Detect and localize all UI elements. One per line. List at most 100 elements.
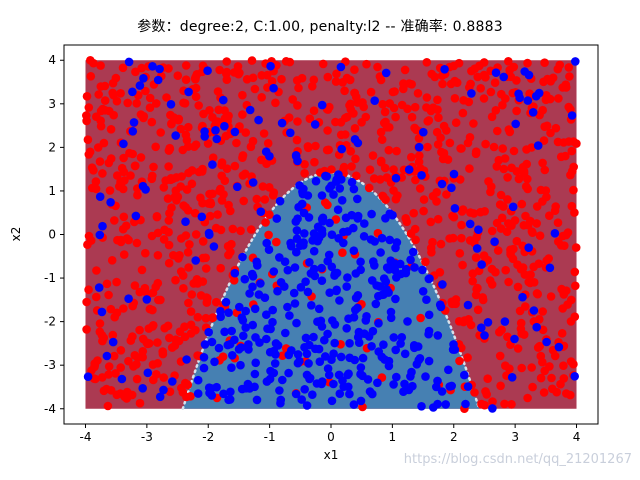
scatter-point [183, 206, 193, 215]
scatter-point [216, 225, 226, 235]
scatter-point [424, 356, 434, 366]
scatter-point [208, 313, 217, 323]
scatter-point [193, 312, 203, 322]
scatter-point [493, 246, 503, 255]
scatter-point [366, 87, 376, 97]
scatter-point [147, 231, 157, 241]
scatter-point [468, 269, 478, 278]
scatter-point [256, 207, 266, 216]
x-tick-label: 1 [389, 430, 397, 444]
scatter-point [535, 341, 544, 351]
scatter-point [186, 329, 196, 338]
scatter-point [321, 171, 330, 181]
scatter-point [284, 368, 293, 378]
scatter-point [303, 142, 313, 151]
scatter-point [487, 226, 497, 236]
scatter-point [152, 99, 161, 108]
scatter-point [203, 139, 213, 148]
x-axis-label: x1 [323, 448, 339, 462]
scatter-point [504, 219, 513, 228]
scatter-point [438, 79, 447, 89]
scatter-point [128, 301, 137, 311]
scatter-point [103, 401, 113, 411]
scatter-point [119, 304, 128, 313]
scatter-point [337, 196, 347, 205]
scatter-point [437, 387, 447, 396]
scatter-point [143, 368, 153, 378]
scatter-point [145, 103, 155, 112]
scatter-point [542, 337, 551, 347]
scatter-point [379, 274, 389, 283]
scatter-point [399, 387, 408, 397]
scatter-point [82, 116, 91, 126]
scatter-point [86, 236, 96, 245]
scatter-point [336, 352, 346, 362]
scatter-point [270, 359, 280, 368]
scatter-point [526, 270, 535, 280]
scatter-point [487, 264, 497, 274]
scatter-point [532, 289, 542, 298]
scatter-point [271, 350, 280, 359]
scatter-point [417, 402, 426, 411]
scatter-point [223, 340, 233, 350]
scatter-point [164, 240, 174, 250]
scatter-point [463, 353, 472, 362]
scatter-point [542, 256, 551, 265]
scatter-point [233, 182, 242, 192]
scatter-point [499, 164, 509, 174]
scatter-point [527, 143, 536, 152]
scatter-point [227, 326, 236, 336]
scatter-point [358, 353, 368, 363]
scatter-point [251, 358, 260, 368]
scatter-point [435, 268, 445, 277]
scatter-point [450, 204, 460, 213]
scatter-point [96, 106, 106, 116]
scatter-point [178, 388, 188, 397]
scatter-point [414, 134, 424, 143]
scatter-point [166, 100, 176, 109]
scatter-point [513, 282, 523, 292]
scatter-point [503, 195, 512, 204]
scatter-point [450, 345, 460, 354]
scatter-point [377, 233, 387, 243]
scatter-point [262, 334, 271, 344]
scatter-point [171, 131, 180, 140]
scatter-point [261, 218, 270, 227]
scatter-point [97, 307, 107, 317]
scatter-point [199, 353, 209, 362]
scatter-point [184, 263, 193, 272]
scatter-point [332, 286, 341, 296]
scatter-point [433, 95, 442, 105]
scatter-point [328, 316, 337, 325]
scatter-point [363, 375, 373, 384]
scatter-point [496, 190, 506, 200]
scatter-point [230, 268, 240, 278]
scatter-point [464, 97, 474, 107]
scatter-point [334, 234, 343, 243]
scatter-point [156, 128, 165, 137]
scatter-point [323, 126, 332, 135]
scatter-point [183, 142, 193, 151]
scatter-point [280, 257, 290, 267]
scatter-point [512, 106, 521, 116]
scatter-point [438, 154, 448, 164]
scatter-point [92, 292, 101, 302]
scatter-point [137, 265, 147, 275]
scatter-point [558, 304, 567, 313]
scatter-point [334, 370, 344, 380]
scatter-point [219, 190, 228, 199]
scatter-point [401, 214, 411, 223]
scatter-point [183, 248, 193, 257]
scatter-point [259, 129, 269, 138]
scatter-point [305, 258, 314, 267]
scatter-point [464, 315, 473, 324]
scatter-point [107, 255, 117, 265]
scatter-point [501, 94, 510, 103]
scatter-point [499, 72, 509, 82]
scatter-point [94, 90, 103, 99]
scatter-point [222, 57, 231, 66]
scatter-point [461, 399, 470, 409]
scatter-point [546, 292, 556, 301]
scatter-point [438, 280, 447, 289]
scatter-point [436, 133, 445, 142]
